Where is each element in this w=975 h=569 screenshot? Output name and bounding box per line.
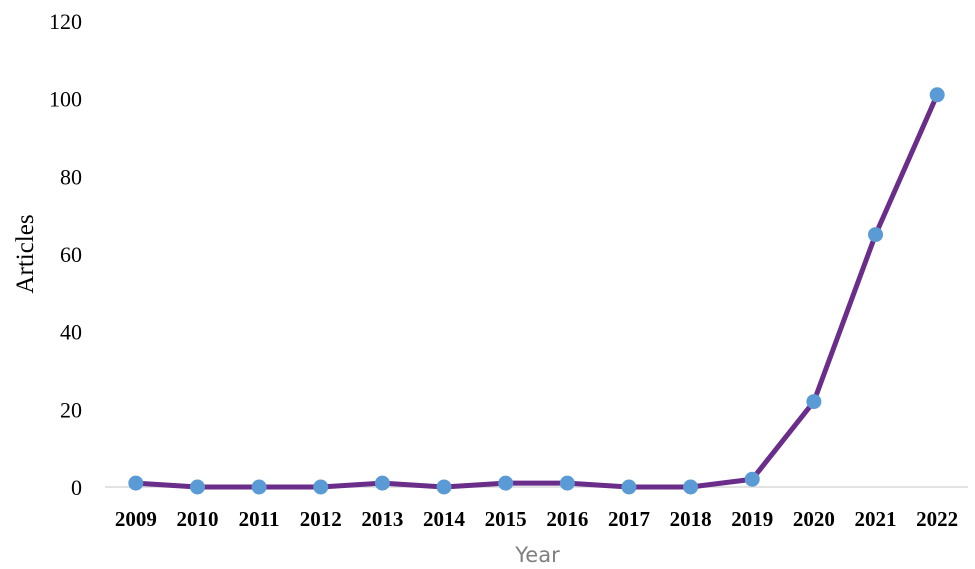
- y-tick-label: 80: [60, 164, 82, 189]
- x-tick-label: 2019: [731, 507, 773, 531]
- y-tick-label: 20: [60, 397, 82, 422]
- y-axis-ticks: 0 20 40 60 80 100 120: [49, 9, 82, 500]
- data-point: [683, 479, 699, 495]
- x-tick-label: 2022: [916, 507, 958, 531]
- y-tick-label: 120: [49, 9, 82, 34]
- y-tick-label: 100: [49, 87, 82, 112]
- x-tick-label: 2021: [855, 507, 897, 531]
- data-point: [128, 475, 144, 491]
- data-point: [868, 227, 884, 243]
- x-tick-label: 2016: [546, 507, 588, 531]
- data-point: [251, 479, 267, 495]
- x-tick-label: 2014: [423, 507, 466, 531]
- x-axis-title: Year: [514, 543, 560, 567]
- x-tick-label: 2020: [793, 507, 835, 531]
- series-line: [133, 92, 940, 490]
- x-tick-label: 2012: [300, 507, 342, 531]
- data-point: [621, 479, 637, 495]
- data-point: [806, 394, 822, 410]
- x-tick-label: 2013: [361, 507, 403, 531]
- x-tick-label: 2011: [239, 507, 280, 531]
- data-point: [744, 471, 760, 487]
- x-tick-label: 2018: [670, 507, 712, 531]
- y-axis-title: Articles: [12, 214, 39, 293]
- data-point: [498, 475, 514, 491]
- data-point: [436, 479, 452, 495]
- y-tick-label: 40: [60, 320, 82, 345]
- data-point: [929, 87, 945, 103]
- data-points: [128, 87, 945, 495]
- data-point: [313, 479, 329, 495]
- y-tick-label: 60: [60, 242, 82, 267]
- x-tick-label: 2015: [485, 507, 527, 531]
- data-point: [374, 475, 390, 491]
- y-tick-label: 0: [71, 475, 82, 500]
- x-tick-label: 2009: [115, 507, 157, 531]
- data-point: [189, 479, 205, 495]
- x-tick-label: 2010: [176, 507, 218, 531]
- x-tick-label: 2017: [608, 507, 650, 531]
- x-axis-ticks: 2009 2010 2011 2012 2013 2014 2015 2016 2017 2018…: [115, 507, 958, 531]
- data-point: [559, 475, 575, 491]
